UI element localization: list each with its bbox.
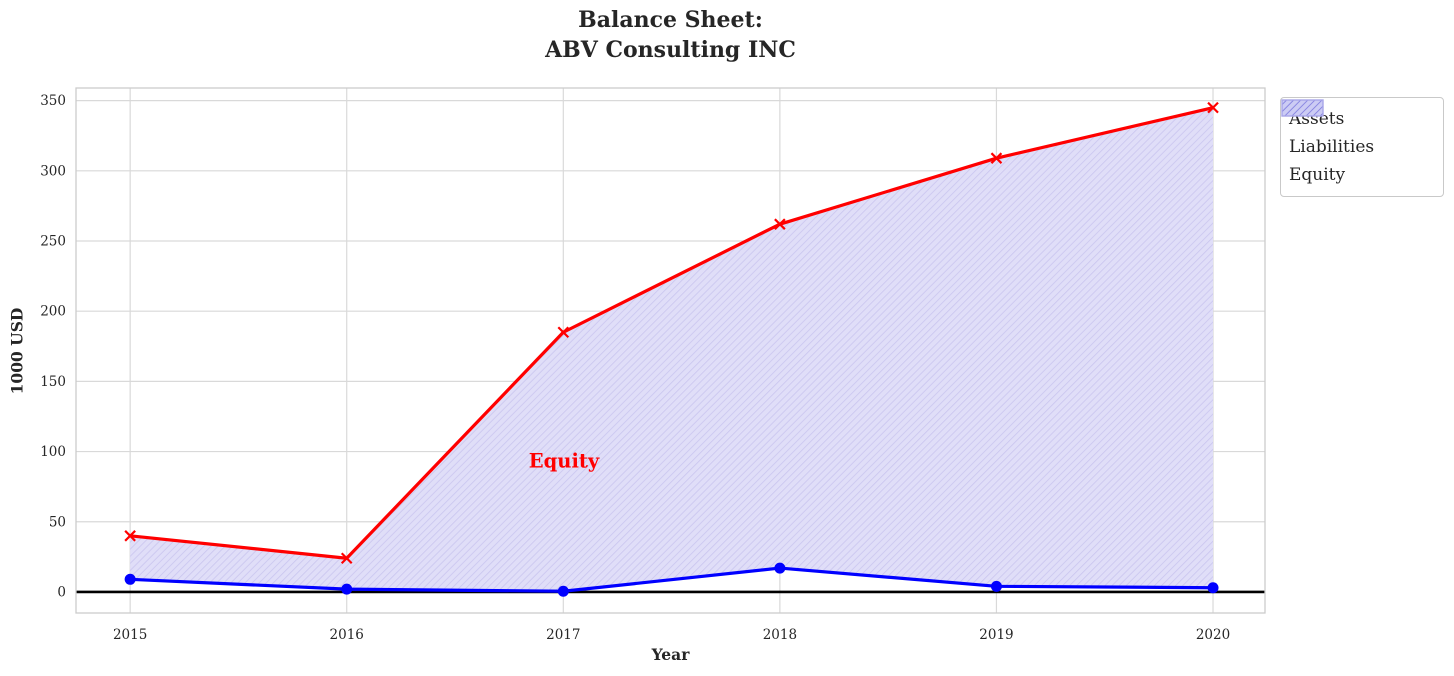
liabilities-marker [557, 326, 570, 339]
assets-marker [990, 580, 1002, 592]
assets-marker [341, 583, 353, 595]
assets-marker [774, 562, 786, 574]
y-tick-label: 200 [40, 304, 66, 320]
plot-border [75, 87, 1266, 614]
y-tick-label: 0 [57, 584, 66, 600]
y-tick-label: 150 [40, 374, 66, 390]
x-tick-label: 2016 [330, 627, 364, 643]
y-tick-label: 350 [40, 93, 66, 109]
y-tick-label: 100 [40, 444, 66, 460]
y-tick-label: 300 [40, 163, 66, 179]
liabilities-line [129, 106, 1214, 560]
legend-item-liabilities: Liabilities [1283, 102, 1434, 161]
x-tick-label: 2020 [1196, 627, 1230, 643]
liabilities-marker [1207, 101, 1219, 114]
equity-annotation: Equity [528, 449, 600, 473]
x-tick-label: 2017 [546, 627, 580, 643]
assets-marker [1207, 582, 1219, 594]
y-tick-label: 50 [49, 514, 66, 530]
chart-title-line1: Balance Sheet: [578, 7, 763, 33]
assets-marker [557, 585, 569, 597]
equity-patch-icon [1281, 99, 1324, 117]
liabilities-marker [340, 552, 353, 565]
x-tick-label: 2019 [979, 627, 1013, 643]
legend-label-liabilities: Liabilities [1289, 136, 1375, 157]
equity-area-hatch [130, 107, 1214, 592]
liabilities-marker [990, 152, 1003, 164]
chart-title-line2: ABV Consulting INC [545, 37, 796, 63]
chart-title: Balance Sheet: ABV Consulting INC [0, 5, 1341, 65]
liabilities-marker [124, 530, 136, 542]
legend-item-equity: Equity [1281, 99, 1434, 189]
y-axis-label: 1000 USD [7, 307, 27, 395]
legend-label-equity: Equity [1289, 164, 1346, 185]
x-axis-label: Year [651, 645, 690, 664]
liabilities-marker [774, 218, 786, 230]
y-tick-label: 250 [40, 234, 66, 250]
assets-marker [124, 573, 136, 585]
legend: Assets Liabilities Equity [1280, 97, 1444, 197]
assets-line [130, 566, 1214, 593]
x-tick-label: 2015 [113, 627, 147, 643]
x-tick-label: 2018 [763, 627, 797, 643]
